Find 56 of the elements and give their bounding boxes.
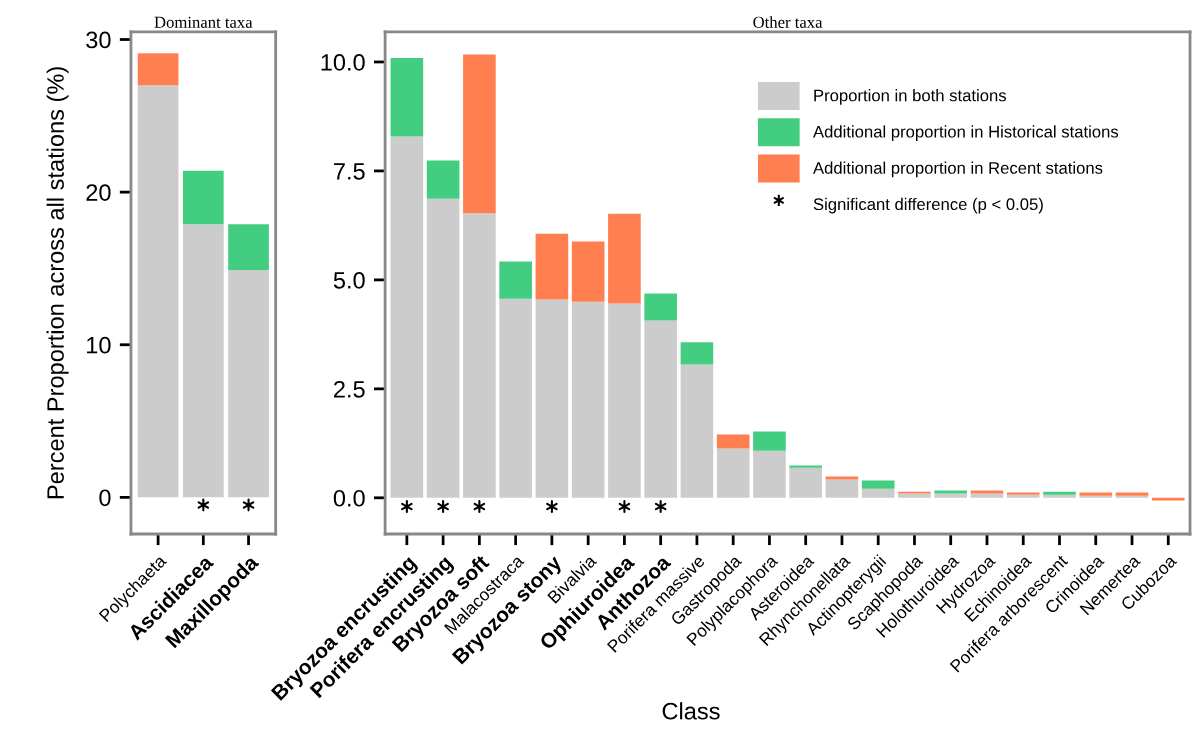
bar bbox=[499, 261, 532, 299]
bar bbox=[426, 160, 460, 199]
chart-title: Dominant taxa bbox=[154, 16, 253, 28]
bar bbox=[137, 53, 179, 86]
bar bbox=[426, 198, 460, 498]
y-tick-label: 10 bbox=[87, 336, 111, 354]
bar bbox=[535, 233, 569, 300]
bar bbox=[228, 224, 269, 270]
bar bbox=[137, 85, 179, 498]
chart-title: Other taxa bbox=[753, 16, 823, 28]
bar bbox=[861, 480, 895, 489]
bar bbox=[390, 58, 424, 137]
y-tick-label: 5.0 bbox=[333, 271, 365, 289]
bar bbox=[789, 467, 823, 498]
bar bbox=[970, 490, 1004, 494]
bar bbox=[898, 493, 931, 498]
bar bbox=[463, 54, 496, 214]
bar bbox=[716, 434, 750, 449]
y-tick-label: 10.0 bbox=[321, 54, 365, 71]
bar bbox=[608, 303, 641, 498]
bar bbox=[390, 136, 424, 498]
bar bbox=[499, 298, 532, 498]
bar bbox=[934, 490, 968, 494]
bar bbox=[571, 241, 605, 302]
bar bbox=[608, 213, 641, 304]
legend-label: Significant difference (p < 0.05) bbox=[813, 197, 1043, 214]
y-tick-label: 0 bbox=[99, 489, 111, 507]
y-tick-label: 2.5 bbox=[334, 380, 365, 398]
bar bbox=[716, 448, 750, 498]
bar bbox=[789, 465, 823, 468]
legend-label: Additional proportion in Historical stations bbox=[813, 125, 1119, 141]
bar bbox=[970, 493, 1004, 498]
bar bbox=[680, 342, 714, 365]
bar bbox=[934, 493, 968, 498]
bar bbox=[644, 320, 677, 498]
bar bbox=[753, 431, 786, 451]
bar bbox=[182, 224, 224, 498]
bar bbox=[861, 488, 895, 498]
bar bbox=[228, 269, 269, 498]
legend-label: Proportion in both stations bbox=[814, 89, 1007, 105]
bar bbox=[753, 450, 786, 498]
bar bbox=[680, 364, 714, 498]
y-tick-label: 7.5 bbox=[334, 163, 365, 180]
bar bbox=[463, 213, 496, 498]
y-tick-label: 20 bbox=[86, 184, 111, 201]
bar bbox=[825, 476, 859, 480]
bar bbox=[571, 301, 605, 498]
bar bbox=[535, 299, 569, 498]
x-axis-title: Class bbox=[662, 702, 720, 720]
y-axis-title: Percent Proportion across all stations (%) bbox=[46, 67, 69, 499]
bar bbox=[644, 293, 677, 321]
legend-label: Additional proportion in Recent stations bbox=[813, 161, 1103, 178]
bar bbox=[182, 170, 224, 225]
y-tick-label: 30 bbox=[86, 31, 111, 49]
bar bbox=[825, 479, 859, 498]
y-tick-label: 0.0 bbox=[333, 489, 365, 507]
